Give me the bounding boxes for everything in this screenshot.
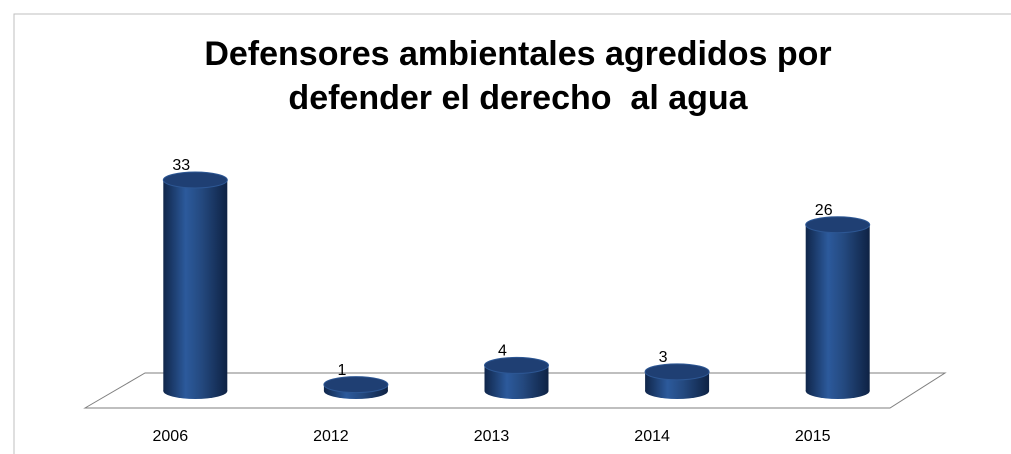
x-tick-label: 2006	[153, 428, 189, 445]
data-label: 33	[172, 157, 190, 174]
data-label: 3	[659, 349, 668, 366]
chart-title: Defensores ambientales agredidos por	[204, 35, 831, 73]
data-label: 26	[815, 202, 833, 219]
chart-title: defender el derecho al agua	[288, 79, 748, 117]
data-label: 1	[337, 362, 346, 379]
chart-frame	[13, 13, 1011, 454]
bar-top	[805, 216, 871, 234]
bar-top	[644, 363, 710, 381]
data-label: 4	[498, 343, 507, 360]
bar	[163, 180, 228, 391]
x-tick-label: 2012	[313, 428, 349, 445]
x-tick-label: 2015	[795, 428, 831, 445]
x-tick-label: 2014	[634, 428, 670, 445]
x-tick-label: 2013	[474, 428, 510, 445]
bar-top	[484, 356, 549, 374]
bar-top	[323, 376, 389, 394]
bar-top	[162, 171, 228, 189]
bar	[805, 224, 870, 391]
